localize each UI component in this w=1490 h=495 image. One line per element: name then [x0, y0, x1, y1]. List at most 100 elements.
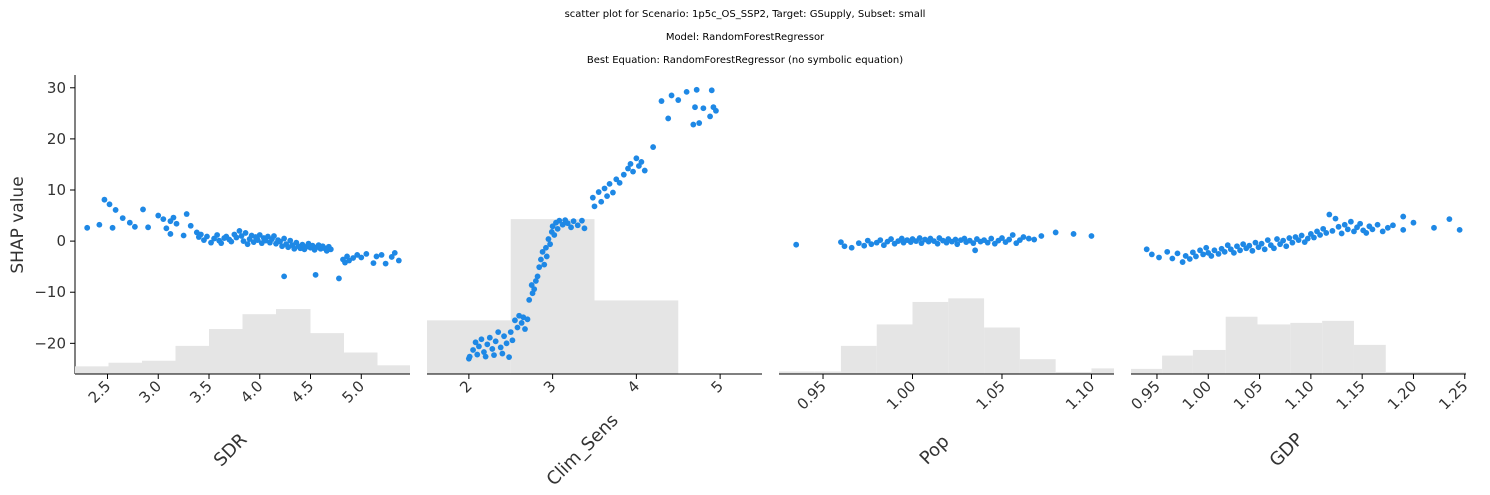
scatter-point	[627, 161, 634, 167]
scatter-point	[1009, 232, 1016, 238]
scatter-point	[492, 338, 499, 345]
scatter-point	[564, 220, 571, 227]
histogram-bar	[876, 324, 913, 374]
scatter-point	[1390, 222, 1396, 229]
scatter-point	[1224, 242, 1231, 249]
scatter-point	[476, 343, 482, 350]
histogram-bar	[1290, 322, 1323, 374]
scatter-point	[173, 220, 180, 227]
scatter-point	[855, 240, 862, 247]
scatter-point	[1038, 233, 1045, 239]
scatter-point	[1410, 219, 1417, 226]
chart-title-line-3: Best Equation: RandomForestRegressor (no…	[586, 55, 904, 66]
scatter-point	[119, 215, 126, 222]
histogram-bar	[1091, 368, 1114, 374]
x-tick-label: 1.05	[1230, 377, 1266, 413]
histogram-bar	[1353, 344, 1386, 374]
scatter-point	[620, 171, 627, 178]
scatter-point	[1200, 251, 1207, 258]
scatter-point	[140, 206, 146, 213]
x-tick-label: 1.10	[1281, 377, 1317, 413]
scatter-point	[472, 339, 479, 346]
x-tick-label: 2.5	[85, 377, 115, 407]
histogram-bar	[242, 314, 276, 374]
scatter-point	[1231, 249, 1237, 256]
scatter-point	[484, 341, 491, 348]
scatter-point	[228, 238, 235, 245]
scatter-point	[514, 324, 521, 331]
scatter-point	[1374, 221, 1381, 228]
scatter-point	[793, 241, 800, 248]
scatter-point	[482, 353, 489, 360]
histogram-bar	[276, 309, 311, 374]
scatter-point	[1320, 225, 1327, 232]
scatter-point	[524, 316, 531, 323]
scatter-point	[350, 255, 357, 261]
scatter-point	[888, 236, 894, 242]
scatter-point	[1179, 259, 1186, 265]
scatter-point	[1379, 228, 1386, 235]
scatter-point	[690, 121, 697, 128]
scatter-point	[841, 243, 848, 250]
scatter-point	[358, 254, 365, 261]
scatter-point	[163, 225, 170, 232]
scatter-point	[1169, 255, 1176, 262]
scatter-point	[1326, 211, 1333, 218]
scatter-point	[1156, 254, 1162, 261]
scatter-point	[616, 179, 623, 186]
scatter-point	[466, 353, 473, 360]
histogram-bar	[1055, 371, 1092, 374]
scatter-point	[1215, 250, 1222, 257]
scatter-point	[160, 216, 167, 223]
histogram-bar	[1385, 371, 1418, 374]
scatter-point	[713, 107, 719, 114]
scatter-point	[551, 232, 558, 238]
scatter-point	[543, 253, 550, 260]
scatter-point	[1189, 249, 1196, 256]
scatter-point	[606, 180, 613, 187]
histogram-bar	[984, 327, 1020, 374]
scatter-point	[539, 248, 546, 255]
x-tick-label: 1.15	[1333, 377, 1369, 413]
histogram-bar	[344, 352, 378, 374]
scatter-point	[481, 349, 487, 355]
scatter-point	[1249, 247, 1256, 254]
histogram-bar	[142, 360, 176, 374]
scatter-point	[848, 244, 855, 251]
scatter-point	[604, 193, 610, 200]
scatter-point	[1006, 236, 1013, 243]
scatter-point	[568, 224, 574, 231]
scatter-point	[877, 237, 884, 243]
scatter-point	[538, 256, 544, 263]
histogram-bar	[108, 362, 142, 374]
scatter-point	[1347, 218, 1354, 225]
scatter-point	[531, 286, 538, 293]
y-tick-label: −10	[34, 283, 66, 301]
y-axis-label: SHAP value	[8, 176, 28, 273]
scatter-point	[1363, 230, 1370, 236]
scatter-point	[1237, 247, 1243, 254]
scatter-point	[84, 224, 91, 231]
scatter-point	[598, 198, 605, 205]
scatter-point	[131, 223, 138, 230]
histogram-bar	[1322, 320, 1354, 374]
scatter-point	[534, 273, 541, 280]
scatter-point	[507, 329, 514, 335]
scatter-point	[370, 260, 377, 266]
scatter-point	[518, 319, 525, 326]
scatter-point	[395, 257, 402, 264]
scatter-point	[1025, 235, 1032, 242]
scatter-point	[281, 273, 288, 280]
scatter-point	[570, 218, 577, 225]
panel-clim-sens: 2 3 4 5 Clim_Sens	[427, 86, 762, 490]
scatter-point	[1211, 247, 1218, 254]
scatter-point	[861, 242, 868, 249]
scatter-point	[242, 230, 249, 236]
x-tick-label: 1.00	[883, 377, 919, 413]
scatter-point	[1369, 226, 1376, 233]
histogram-bar	[948, 298, 985, 374]
scatter-point	[233, 234, 240, 241]
scatter-point	[554, 225, 561, 232]
scatter-point	[972, 247, 979, 254]
scatter-point	[1317, 232, 1323, 238]
